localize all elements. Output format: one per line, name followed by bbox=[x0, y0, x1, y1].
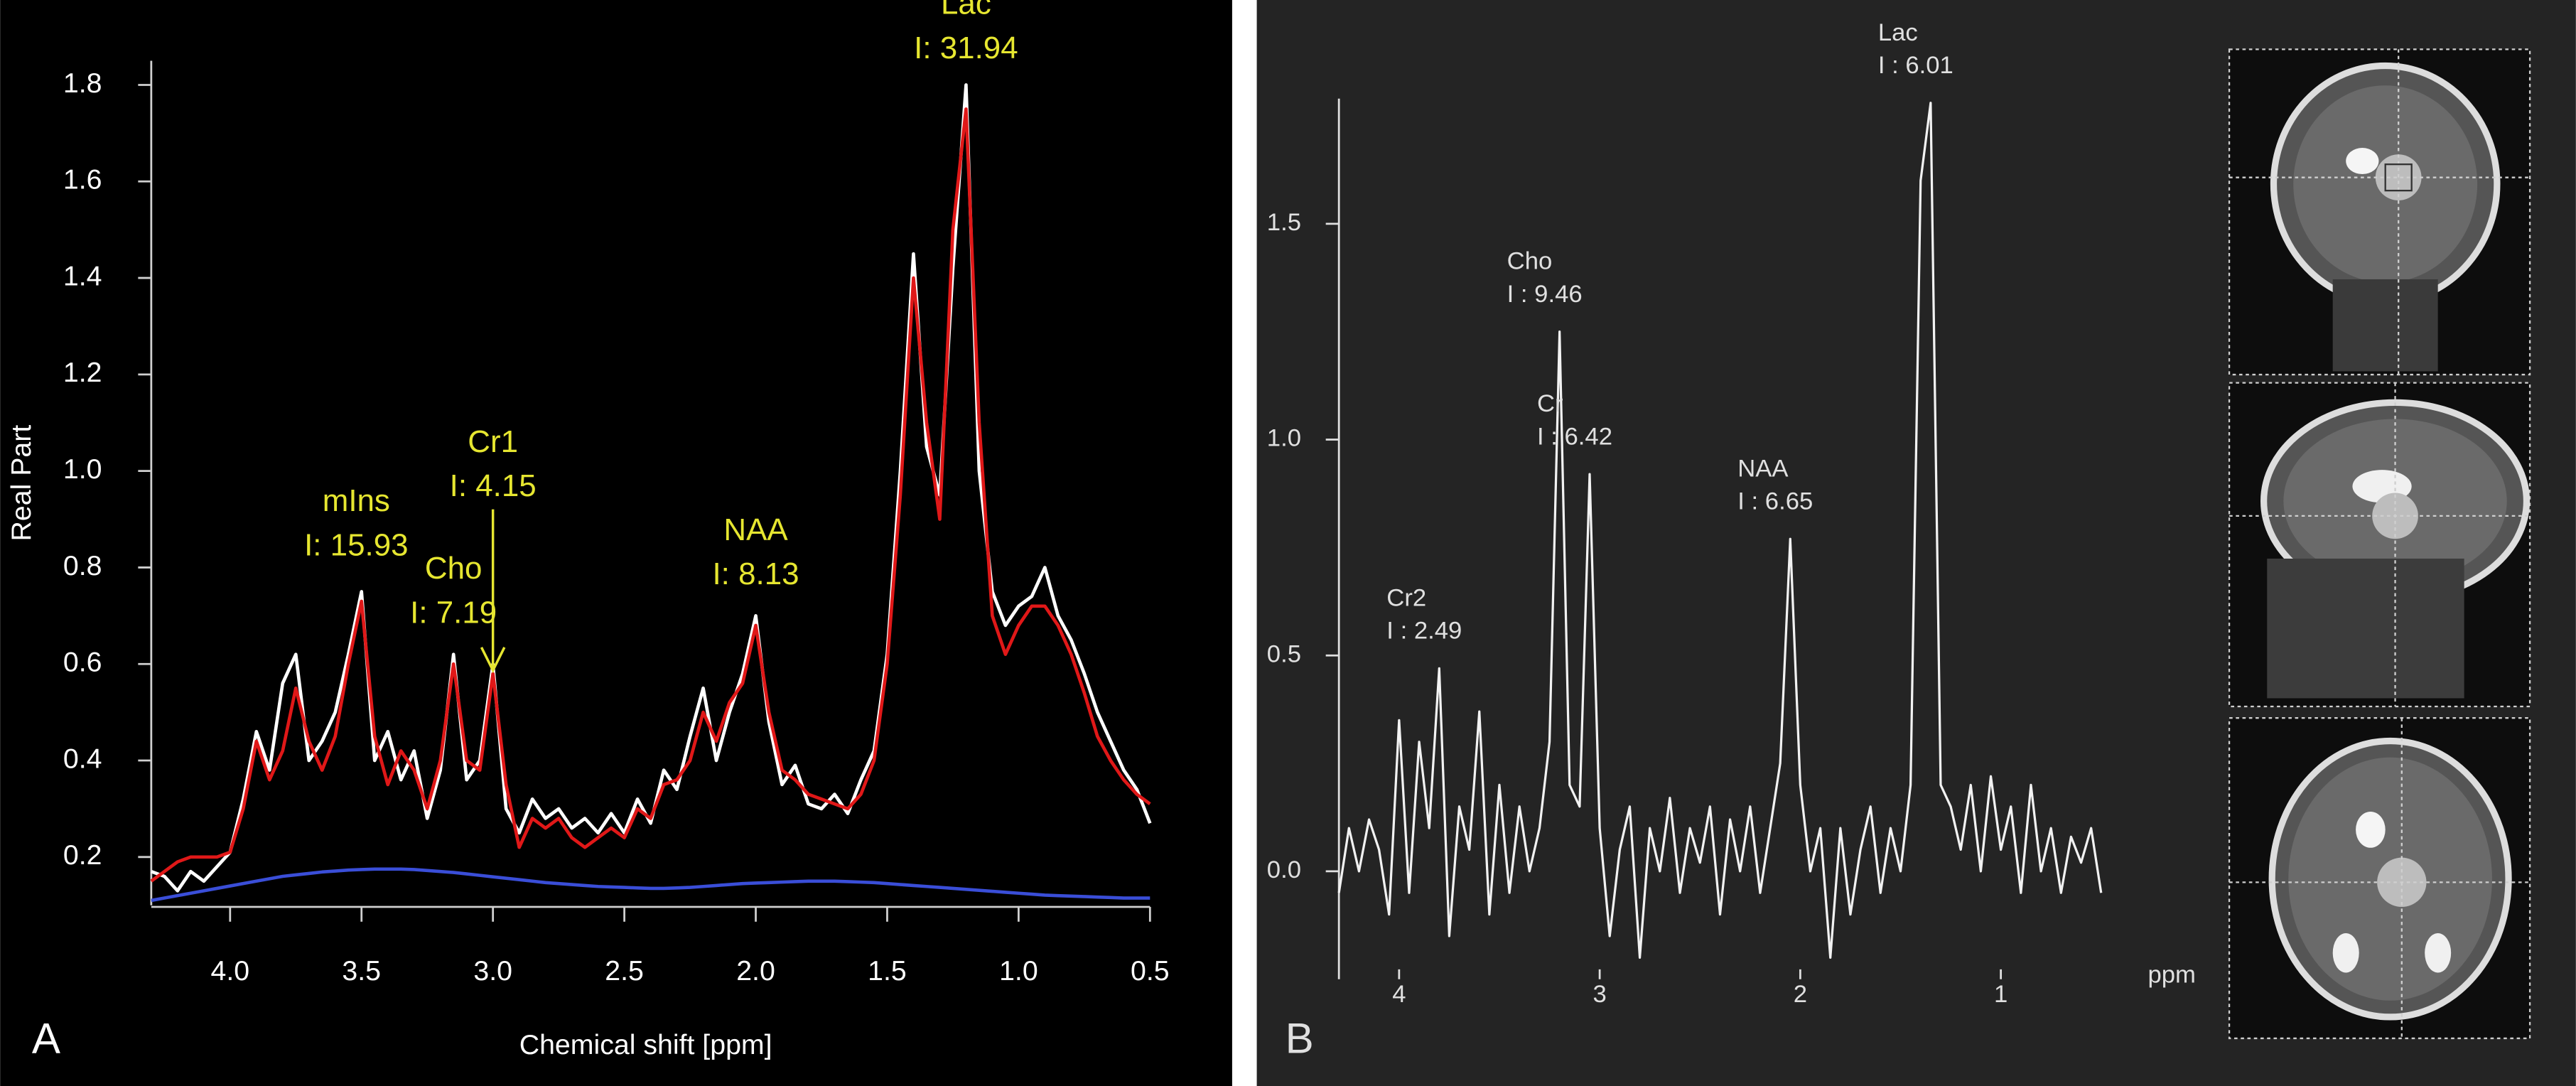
y-tick-label: 0.5 bbox=[1267, 640, 1301, 667]
y-tick-label: 1.0 bbox=[63, 453, 102, 485]
spectrum-line bbox=[150, 107, 1151, 883]
x-tick-label: 2.5 bbox=[605, 955, 644, 986]
x-axis-title: Chemical shift [ppm] bbox=[519, 1029, 772, 1060]
y-tick-label: 1.5 bbox=[1267, 209, 1301, 236]
mri-sagittal-face bbox=[2267, 558, 2464, 699]
peak-label: NAA bbox=[1737, 455, 1789, 482]
y-tick-label: 0.6 bbox=[63, 647, 102, 678]
mri-voxel bbox=[2384, 163, 2413, 192]
mri-axial-ventricle bbox=[2332, 933, 2359, 973]
mri-thumbnails bbox=[2228, 48, 2531, 1040]
peak-integral: I: 31.94 bbox=[914, 31, 1018, 65]
x-tick-label: 2.0 bbox=[736, 955, 775, 986]
y-tick-label: 0.2 bbox=[63, 839, 102, 871]
y-tick-label: 0.0 bbox=[1267, 856, 1301, 883]
y-tick-label: 1.6 bbox=[63, 164, 102, 195]
mri-coronal-neck bbox=[2332, 279, 2438, 372]
peak-label: NAA bbox=[723, 512, 788, 547]
y-axis-title: Real Part bbox=[6, 425, 37, 542]
peak-label: Cr1 bbox=[468, 424, 518, 459]
x-tick-label: 3.5 bbox=[342, 955, 381, 986]
y-tick-label: 0.8 bbox=[63, 550, 102, 581]
x-tick-label: 3 bbox=[1593, 981, 1606, 1008]
peak-label: Lac bbox=[941, 0, 991, 21]
y-tick-label: 0.4 bbox=[63, 743, 102, 774]
panel-a-background bbox=[0, 0, 1232, 1086]
mri-axial-ventricle bbox=[2425, 933, 2452, 973]
annotation-arrowhead bbox=[480, 647, 506, 674]
peak-label: Cr2 bbox=[1386, 585, 1426, 612]
peak-integral: I : 6.42 bbox=[1537, 423, 1612, 450]
x-tick-label: 3.0 bbox=[473, 955, 512, 986]
peak-label: Cho bbox=[425, 551, 483, 586]
peak-integral: I: 8.13 bbox=[712, 557, 799, 591]
peak-integral: I : 9.46 bbox=[1507, 281, 1583, 308]
y-tick-label: 1.8 bbox=[63, 68, 102, 99]
mri-axial-ventricle bbox=[2356, 811, 2386, 848]
x-tick-label: 4.0 bbox=[210, 955, 249, 986]
peak-integral: I : 6.65 bbox=[1737, 488, 1813, 515]
peak-label: Lac bbox=[1878, 19, 1918, 46]
x-tick-label: 2 bbox=[1794, 981, 1807, 1008]
x-tick-label: 0.5 bbox=[1131, 955, 1170, 986]
spectrum-line bbox=[151, 867, 1150, 903]
peak-integral: I : 2.49 bbox=[1386, 618, 1462, 645]
peak-integral: I: 4.15 bbox=[450, 468, 537, 503]
y-tick-label: 1.0 bbox=[1267, 425, 1301, 452]
peak-integral: I: 7.19 bbox=[410, 595, 497, 630]
panel-label: A bbox=[32, 1014, 60, 1062]
spectrum-line bbox=[1337, 102, 2103, 959]
peak-integral: I : 6.01 bbox=[1878, 52, 1953, 79]
x-axis-title: ppm bbox=[2147, 961, 2195, 988]
panel-label: B bbox=[1286, 1014, 1314, 1062]
peak-integral: I: 15.93 bbox=[304, 527, 408, 562]
peak-label: Cho bbox=[1507, 248, 1553, 275]
x-tick-label: 1.5 bbox=[868, 955, 907, 986]
y-tick-label: 1.4 bbox=[63, 260, 102, 291]
mri-coronal-ventricle bbox=[2346, 148, 2379, 175]
x-tick-label: 1.0 bbox=[999, 955, 1038, 986]
x-tick-label: 4 bbox=[1392, 981, 1406, 1008]
x-tick-label: 1 bbox=[1994, 981, 2008, 1008]
y-tick-label: 1.2 bbox=[63, 357, 102, 388]
peak-label: mIns bbox=[323, 483, 390, 518]
peak-label: Cr bbox=[1537, 390, 1563, 417]
